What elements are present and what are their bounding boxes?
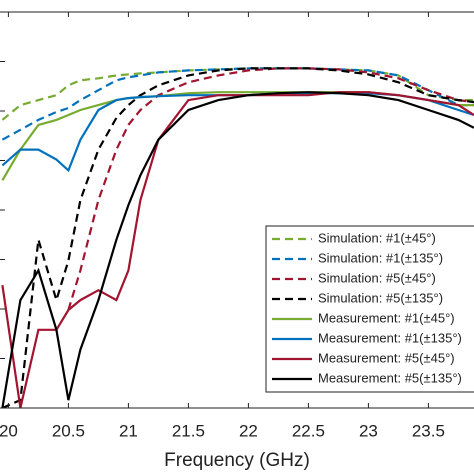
x-tick-label: 23.5 [412, 421, 445, 440]
legend-label: Simulation: #5(±45°) [318, 270, 436, 285]
legend-label: Measurement: #1(±135°) [318, 330, 462, 345]
legend-box [265, 225, 474, 393]
series-line [1, 91, 474, 408]
legend-label: Simulation: #1(±135°) [318, 250, 443, 265]
series-line [67, 67, 474, 311]
legend-label: Measurement: #1(±45°) [318, 310, 455, 325]
x-tick-label: 22 [239, 421, 258, 440]
legend-label: Simulation: #5(±135°) [318, 290, 443, 305]
x-axis-label: Frequency (GHz) [164, 450, 310, 471]
legend-label: Measurement: #5(±45°) [318, 350, 455, 365]
x-tick-label: 21.5 [172, 421, 205, 440]
x-tick-label: 21 [119, 421, 138, 440]
x-tick-label: 20.5 [52, 421, 85, 440]
x-tick-label: 23 [359, 421, 378, 440]
legend: Simulation: #1(±45°) Simulation: #1(±135°… [265, 225, 474, 393]
legend-label: Measurement: #5(±135°) [318, 370, 462, 385]
series-line [1, 67, 474, 408]
x-tick-label: 20 [0, 421, 18, 440]
series-line [1, 67, 474, 141]
legend-label: Simulation: #1(±45°) [318, 230, 436, 245]
plot-area [1, 67, 474, 408]
x-tick-label: 22.5 [292, 421, 325, 440]
series-line [1, 91, 474, 408]
